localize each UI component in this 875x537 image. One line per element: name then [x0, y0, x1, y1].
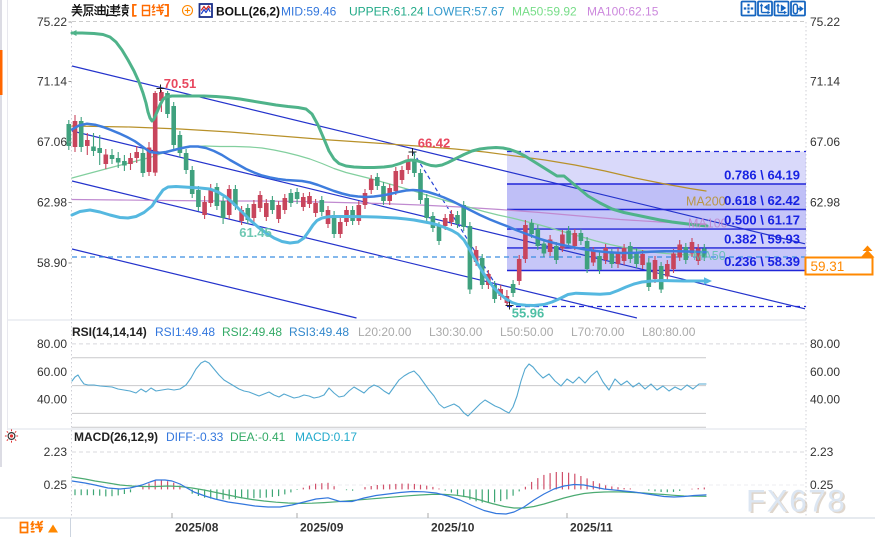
svg-text:MID:59.46: MID:59.46 [281, 5, 337, 19]
svg-text:RSI2:49.48: RSI2:49.48 [222, 325, 282, 339]
svg-text:80.00: 80.00 [810, 337, 840, 351]
svg-text:L70:70.00: L70:70.00 [571, 325, 625, 339]
svg-text:DIFF:-0.33: DIFF:-0.33 [166, 430, 224, 444]
svg-text:71.14: 71.14 [810, 75, 840, 89]
svg-text:0.25: 0.25 [44, 478, 68, 492]
svg-text:L30:30.00: L30:30.00 [429, 325, 483, 339]
svg-text:58.90: 58.90 [37, 256, 67, 270]
svg-text:L20:20.00: L20:20.00 [358, 325, 412, 339]
svg-text:55.96: 55.96 [512, 306, 545, 321]
svg-text:MA100:62.15: MA100:62.15 [587, 5, 659, 19]
svg-text:MA200: MA200 [686, 195, 726, 209]
svg-text:RSI(14,14,14): RSI(14,14,14) [72, 325, 147, 339]
svg-text:67.06: 67.06 [37, 135, 67, 149]
svg-text:BOLL(26,2): BOLL(26,2) [216, 5, 280, 19]
svg-text:0.236 \ 58.39: 0.236 \ 58.39 [724, 254, 800, 269]
svg-text:2025/11: 2025/11 [570, 521, 613, 535]
svg-text:66.42: 66.42 [418, 136, 451, 151]
svg-text:FX678: FX678 [748, 484, 848, 520]
svg-text:75.22: 75.22 [37, 15, 67, 29]
svg-text:62.98: 62.98 [810, 196, 840, 210]
svg-text:RSI1:49.48: RSI1:49.48 [155, 325, 215, 339]
svg-text:MA50:59.92: MA50:59.92 [512, 5, 577, 19]
svg-text:40.00: 40.00 [37, 393, 67, 407]
svg-text:RSI3:49.48: RSI3:49.48 [289, 325, 349, 339]
svg-text:0.382 \ 59.93: 0.382 \ 59.93 [724, 231, 800, 246]
svg-text:80.00: 80.00 [37, 337, 67, 351]
svg-text:0.618 \ 62.42: 0.618 \ 62.42 [724, 193, 800, 208]
svg-text:0.786 \ 64.19: 0.786 \ 64.19 [724, 168, 800, 183]
svg-text:40.00: 40.00 [810, 393, 840, 407]
svg-text:FX678: FX678 [746, 483, 846, 519]
svg-text:MACD:0.17: MACD:0.17 [295, 430, 357, 444]
svg-text:61.45: 61.45 [239, 225, 272, 240]
svg-text:MA100: MA100 [688, 217, 728, 231]
svg-text:2.23: 2.23 [810, 445, 834, 459]
svg-text:2.23: 2.23 [44, 445, 68, 459]
svg-text:UPPER:61.24: UPPER:61.24 [349, 5, 424, 19]
svg-text:0.25: 0.25 [810, 478, 834, 492]
svg-text:62.98: 62.98 [37, 196, 67, 210]
svg-text:67.06: 67.06 [810, 135, 840, 149]
svg-text:2025/09: 2025/09 [300, 521, 344, 535]
svg-text:71.14: 71.14 [37, 75, 67, 89]
svg-text:LOWER:57.67: LOWER:57.67 [427, 5, 505, 19]
svg-text:2025/10: 2025/10 [431, 521, 475, 535]
svg-text:75.22: 75.22 [810, 15, 840, 29]
svg-text:L80:80.00: L80:80.00 [642, 325, 696, 339]
svg-text:2025/08: 2025/08 [175, 521, 219, 535]
svg-text:MACD(26,12,9): MACD(26,12,9) [74, 430, 158, 444]
svg-text:59.31: 59.31 [811, 259, 845, 274]
svg-text:70.51: 70.51 [164, 76, 197, 91]
svg-text:L50:50.00: L50:50.00 [500, 325, 554, 339]
svg-text:60.00: 60.00 [37, 365, 67, 379]
svg-text:DEA:-0.41: DEA:-0.41 [230, 430, 286, 444]
svg-text:MA50: MA50 [693, 249, 726, 263]
svg-text:0.500 \ 61.17: 0.500 \ 61.17 [724, 213, 800, 228]
svg-text:60.00: 60.00 [810, 365, 840, 379]
